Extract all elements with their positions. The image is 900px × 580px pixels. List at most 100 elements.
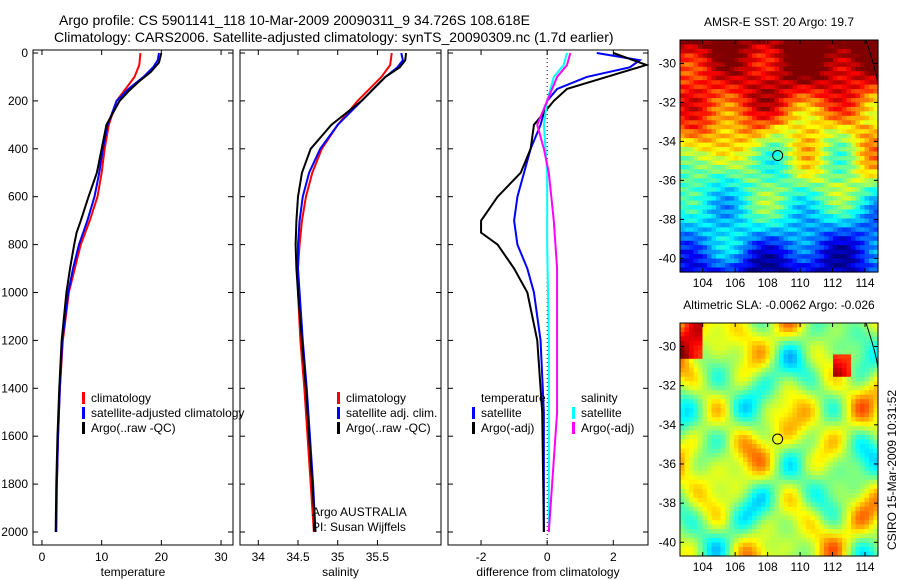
- map-cell: [761, 173, 767, 179]
- map-cell: [702, 187, 708, 193]
- map-cell: [855, 461, 861, 467]
- map-cell: [698, 205, 704, 211]
- map-cell: [837, 151, 843, 157]
- map-cell: [873, 349, 879, 355]
- map-cell: [779, 444, 785, 450]
- map-cell: [833, 542, 839, 548]
- map-cell: [689, 151, 695, 157]
- map-cell: [851, 529, 857, 535]
- map-cell: [693, 84, 699, 90]
- map-cell: [734, 227, 740, 233]
- map-cell: [725, 93, 731, 99]
- map-cell: [752, 249, 758, 255]
- map-cell: [711, 71, 717, 77]
- map-cell: [846, 340, 852, 346]
- map-cell: [711, 214, 717, 220]
- map-cell: [860, 98, 866, 104]
- map-cell: [801, 44, 807, 50]
- map-cell: [846, 106, 852, 112]
- map-cell: [702, 470, 708, 476]
- map-cell: [738, 345, 744, 351]
- map-cell: [770, 93, 776, 99]
- map-cell: [851, 340, 857, 346]
- map-cell: [806, 538, 812, 544]
- map-cell: [743, 551, 749, 557]
- map-cell: [720, 156, 726, 162]
- map-cell: [716, 363, 722, 369]
- map-cell: [720, 372, 726, 378]
- map-cell: [725, 426, 731, 432]
- map-cell: [860, 133, 866, 139]
- series-line-temperature-argo-adj-: [480, 52, 650, 533]
- map-cell: [761, 263, 767, 269]
- map-cell: [738, 40, 744, 46]
- map-cell: [720, 187, 726, 193]
- map-cell: [837, 173, 843, 179]
- map-cell: [828, 156, 834, 162]
- map-cell: [756, 435, 762, 441]
- map-cell: [684, 336, 690, 342]
- map-cell: [756, 169, 762, 175]
- map-cell: [693, 327, 699, 333]
- map-cell: [842, 205, 848, 211]
- map-cell: [752, 209, 758, 215]
- map-cell: [693, 484, 699, 490]
- map-cell: [680, 417, 686, 423]
- map-cell: [846, 66, 852, 72]
- map-cell: [792, 547, 798, 553]
- map-cell: [842, 376, 848, 382]
- map-cell: [680, 349, 686, 355]
- map-cell: [752, 115, 758, 121]
- map-cell: [774, 403, 780, 409]
- x-axis-label: temperature: [101, 565, 166, 579]
- map-cell: [680, 98, 686, 104]
- map-cell: [801, 421, 807, 427]
- map-cell: [693, 151, 699, 157]
- map-cell: [752, 426, 758, 432]
- map-cell: [734, 502, 740, 508]
- map-cell: [765, 147, 771, 153]
- map-cell: [720, 40, 726, 46]
- map-cell: [828, 129, 834, 135]
- map-cell: [729, 506, 735, 512]
- map-cell: [725, 435, 731, 441]
- map-cell: [837, 327, 843, 333]
- map-cell: [815, 529, 821, 535]
- map-cell: [747, 75, 753, 81]
- map-cell: [810, 178, 816, 184]
- map-cell: [693, 475, 699, 481]
- map-cell: [747, 115, 753, 121]
- map-cell: [680, 84, 686, 90]
- map-cell: [837, 196, 843, 202]
- map-cell: [702, 412, 708, 418]
- map-cell: [725, 363, 731, 369]
- map-cell: [833, 367, 839, 373]
- map-cell: [824, 354, 830, 360]
- map-cell: [801, 372, 807, 378]
- map-cell: [810, 385, 816, 391]
- map-cell: [689, 231, 695, 237]
- map-cell: [761, 466, 767, 472]
- map-cell: [824, 421, 830, 427]
- map-cell: [720, 44, 726, 50]
- map-cell: [860, 214, 866, 220]
- map-cell: [774, 142, 780, 148]
- map-cell: [680, 511, 686, 517]
- map-cell: [752, 124, 758, 130]
- map-cell: [869, 488, 875, 494]
- map-cell: [693, 399, 699, 405]
- map-cell: [837, 93, 843, 99]
- map-cell: [747, 358, 753, 364]
- map-cell: [720, 345, 726, 351]
- map-cell: [855, 138, 861, 144]
- map-cell: [761, 430, 767, 436]
- map-cell: [716, 426, 722, 432]
- map-cell: [806, 191, 812, 197]
- map-cell: [756, 390, 762, 396]
- map-cell: [797, 390, 803, 396]
- map-cell: [761, 354, 767, 360]
- map-cell: [725, 417, 731, 423]
- map-cell: [756, 511, 762, 517]
- map-cell: [869, 124, 875, 130]
- map-cell: [806, 267, 812, 273]
